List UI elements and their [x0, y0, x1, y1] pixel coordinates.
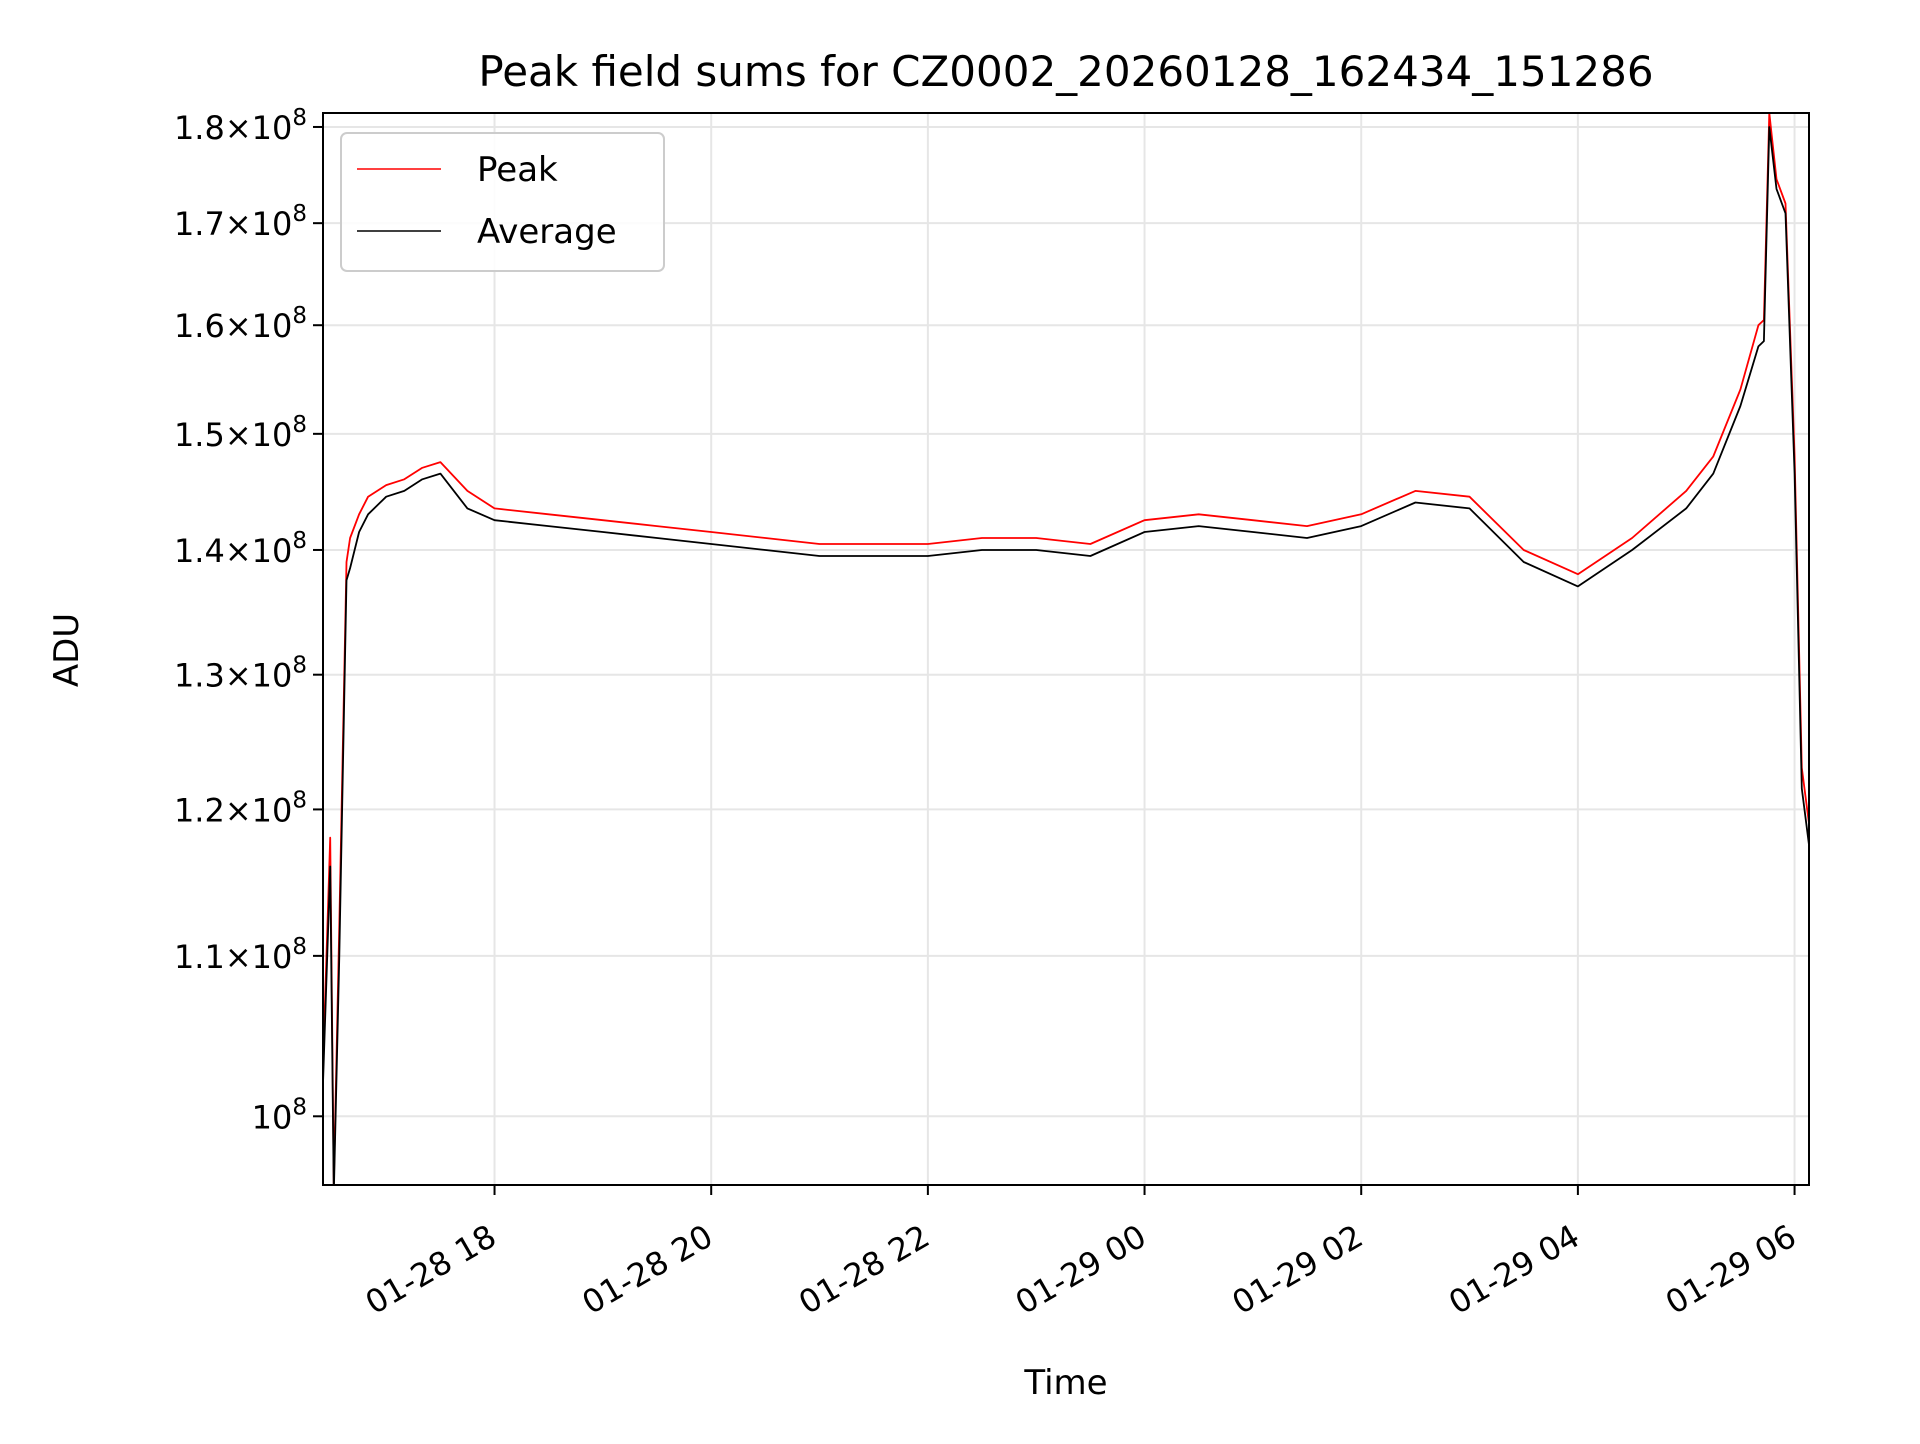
- y-axis-label: ADU: [47, 613, 87, 687]
- legend-label-average: Average: [477, 212, 617, 252]
- grid: [323, 113, 1809, 1185]
- legend-label-peak: Peak: [477, 150, 558, 190]
- y-tick-label: 1.3×108: [174, 653, 307, 695]
- plot-area-frame: [322, 112, 1810, 1186]
- series-line-average: [323, 126, 1809, 1185]
- y-tick-label: 1.8×108: [174, 105, 307, 147]
- chart-title: Peak field sums for CZ0002_20260128_1624…: [478, 47, 1653, 96]
- series-lines: [323, 113, 1809, 1185]
- y-tick-label: 1.7×108: [174, 201, 307, 243]
- legend-box: [340, 132, 665, 272]
- y-tick-label: 1.2×108: [174, 787, 307, 829]
- legend: Peak Average: [340, 132, 665, 272]
- y-tick-label: 1.1×108: [174, 934, 307, 976]
- y-tick-label: 1.5×108: [174, 412, 307, 454]
- y-tick-label: 1.4×108: [174, 528, 307, 570]
- y-tick-label: 108: [252, 1094, 307, 1136]
- y-axis-ticks: 108 1.1×108 1.2×108 1.3×108 1.4×108 1.5×108 1.…: [174, 105, 323, 1136]
- y-tick-label: 1.6×108: [174, 303, 307, 345]
- series-line-peak: [323, 113, 1809, 1185]
- x-axis-label: Time: [1023, 1363, 1107, 1403]
